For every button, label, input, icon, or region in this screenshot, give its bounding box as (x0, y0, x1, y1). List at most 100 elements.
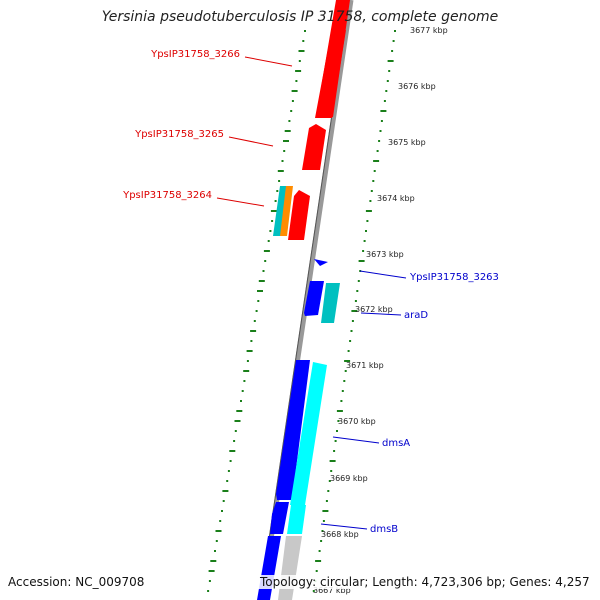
gene-label-leader (359, 270, 407, 279)
gc-tick (343, 380, 346, 382)
gc-tick (215, 540, 218, 542)
gc-tick (315, 570, 318, 572)
gene-dmsc[interactable] (257, 536, 281, 600)
gc-tick (356, 290, 359, 292)
genome-summary: Topology: circular; Length: 4,723,306 bp… (258, 575, 592, 589)
gc-tick (210, 560, 217, 562)
gc-tick (378, 140, 381, 142)
gc-tick (373, 170, 376, 172)
gene-labels: YpsIP31758_3266 YpsIP31758_3265 YpsIP31758… (122, 49, 499, 535)
gc-tick (295, 80, 298, 82)
gc-tick (321, 530, 324, 532)
gene-label[interactable]: dmsB (370, 524, 398, 535)
gene-ypsip31758-3265[interactable] (302, 124, 326, 170)
gc-content-ring-inner (312, 30, 396, 592)
gene-label[interactable]: YpsIP31758_3266 (150, 49, 240, 60)
gc-tick (222, 490, 229, 492)
gc-tick (379, 130, 382, 132)
gc-tick (373, 160, 380, 162)
gene-label[interactable]: YpsIP31758_3265 (134, 129, 224, 140)
gene-arad-light[interactable] (321, 283, 340, 323)
gc-tick (246, 360, 249, 362)
gc-tick (385, 90, 388, 92)
gc-tick (358, 260, 365, 262)
gc-tick (283, 140, 289, 142)
gc-tick (233, 440, 236, 442)
gc-tick (386, 80, 389, 82)
page-title: Yersinia pseudotuberculosis IP 31758, co… (101, 9, 499, 25)
gc-tick (336, 430, 338, 432)
gene-ypsip31758-3264-teal[interactable] (273, 186, 286, 236)
gene-dmsa[interactable] (276, 360, 310, 500)
gc-tick (392, 40, 395, 42)
gc-tick (325, 500, 328, 502)
gc-content-ring-outer (207, 30, 306, 592)
gc-tick (387, 60, 394, 62)
gc-tick (229, 460, 232, 462)
gc-tick (291, 90, 298, 92)
gene-label-leader (216, 197, 265, 207)
kbp-tick-label: 3674 kbp (377, 194, 415, 203)
kbp-tick-label: 3673 kbp (366, 250, 404, 259)
kbp-tick-label: 3676 kbp (398, 82, 436, 91)
gc-tick (315, 560, 322, 562)
gc-tick (362, 250, 365, 252)
gene-dmsb[interactable] (270, 502, 289, 534)
gc-tick (330, 470, 333, 472)
gene-ypsip31758-3266-arrow[interactable] (315, 30, 346, 118)
gc-tick (336, 410, 343, 412)
gc-tick (380, 120, 383, 122)
gene-label[interactable]: dmsA (382, 438, 410, 449)
gc-tick (304, 30, 306, 32)
gc-tick (295, 70, 302, 72)
gene-ypsip31758-3264-orange[interactable] (278, 186, 293, 236)
gc-tick (250, 340, 253, 342)
gc-tick (222, 500, 225, 502)
gc-tick (226, 480, 229, 482)
gc-tick (227, 470, 230, 472)
gene-ypsip31758-3263[interactable] (314, 259, 328, 266)
gc-tick (291, 100, 294, 102)
kbp-tick-label: 3672 kbp (355, 305, 393, 314)
gc-tick (290, 110, 293, 112)
gc-tick (250, 330, 257, 332)
gc-tick (327, 490, 330, 492)
gene-label-leader (360, 312, 402, 316)
gc-tick (277, 170, 284, 172)
gc-tick (240, 400, 242, 402)
gc-tick (333, 450, 336, 452)
gc-tick (340, 400, 343, 402)
gene-ypsip31758-3264[interactable] (288, 190, 310, 240)
gene-dmsb-light[interactable] (287, 505, 306, 534)
kbp-tick-labels: 3677 kbp 3676 kbp 3675 kbp 3674 kbp 3673 kbp… (313, 26, 448, 595)
gene-dmsa-light[interactable] (290, 362, 327, 505)
gene-label[interactable]: araD (404, 310, 428, 321)
gene-label[interactable]: YpsIP31758_3264 (122, 190, 212, 201)
gc-tick (383, 100, 386, 102)
gc-tick (234, 420, 241, 422)
gc-tick (253, 320, 256, 322)
gc-tick (271, 220, 274, 222)
kbp-tick-label: 3670 kbp (338, 417, 376, 426)
gc-tick (298, 60, 301, 62)
gene-label[interactable]: YpsIP31758_3263 (409, 272, 499, 283)
gc-tick (246, 350, 253, 352)
gc-tick (366, 220, 369, 222)
gc-tick (288, 120, 291, 122)
gc-tick (337, 420, 340, 422)
gc-tick (267, 240, 270, 242)
gc-tick (320, 540, 323, 542)
gc-tick (347, 350, 350, 352)
gc-tick (234, 430, 237, 432)
gc-tick (365, 230, 367, 232)
gc-tick (208, 580, 211, 582)
gc-tick (221, 510, 223, 512)
gc-tick (257, 300, 260, 302)
gene-grey[interactable] (278, 536, 302, 600)
gene-label-leader (244, 56, 293, 67)
gc-tick (344, 370, 347, 372)
gene-arad[interactable] (304, 281, 324, 316)
gc-tick (318, 550, 321, 552)
gc-tick (328, 480, 331, 482)
